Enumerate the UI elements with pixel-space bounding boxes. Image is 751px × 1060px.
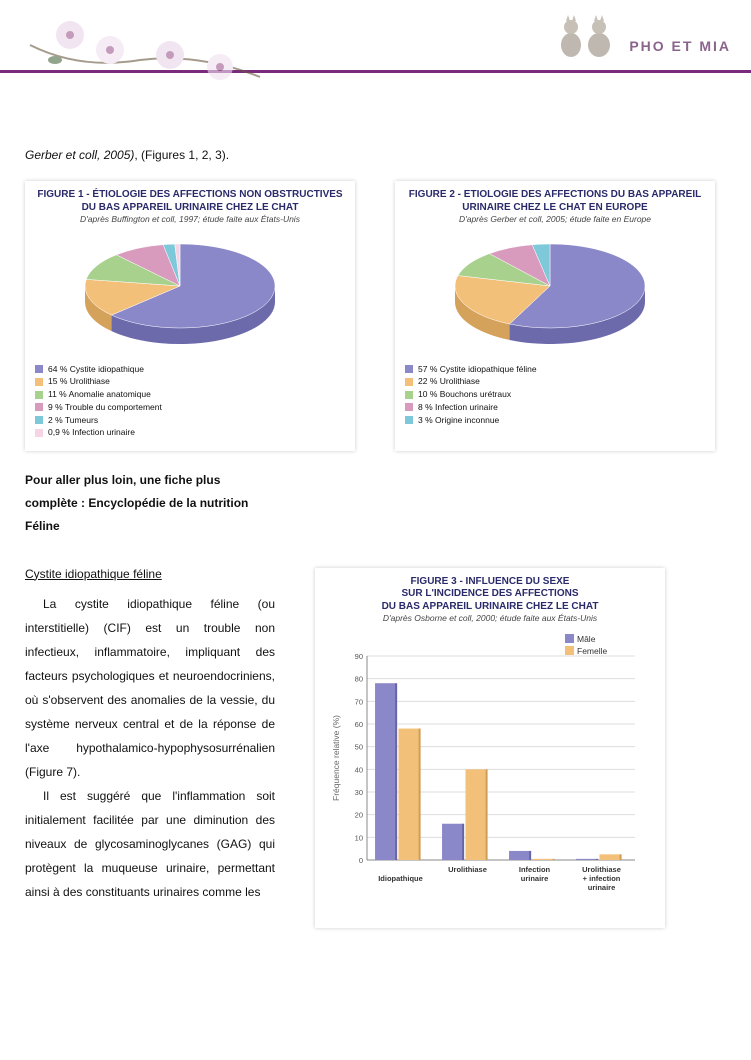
figure-2-title-line2: URINAIRE CHEZ LE CHAT EN EUROPE — [405, 202, 705, 215]
svg-text:Urolithiase: Urolithiase — [582, 865, 621, 874]
legend-swatch — [405, 365, 413, 373]
figure-3-title-line1: FIGURE 3 - INFLUENCE DU SEXE — [325, 576, 655, 589]
figure-1-pie — [35, 231, 325, 351]
intro-ref-italic: Gerber et coll, 2005) — [25, 148, 134, 162]
flower-decoration — [20, 5, 280, 105]
figure-2-card: FIGURE 2 - ETIOLOGIE DES AFFECTIONS DU B… — [395, 181, 715, 451]
svg-text:Idiopathique: Idiopathique — [378, 874, 423, 883]
figure-2-title-line1: FIGURE 2 - ETIOLOGIE DES AFFECTIONS DU B… — [405, 189, 705, 202]
figure-3-subtitle: D'après Osborne et coll, 2000; étude fai… — [325, 613, 655, 624]
svg-text:Fréquence relative (%): Fréquence relative (%) — [331, 714, 341, 800]
legend-swatch — [35, 378, 43, 386]
legend-label: 9 % Trouble du comportement — [48, 401, 162, 414]
right-figure-column: FIGURE 3 - INFLUENCE DU SEXE SUR L'INCID… — [315, 548, 726, 928]
legend-item: 0,9 % Infection urinaire — [35, 426, 345, 439]
svg-text:+ infection: + infection — [583, 874, 621, 883]
svg-text:0: 0 — [359, 856, 363, 865]
legend-label: 2 % Tumeurs — [48, 414, 98, 427]
svg-text:90: 90 — [355, 652, 363, 661]
svg-text:urinaire: urinaire — [588, 883, 616, 892]
svg-text:Infection: Infection — [519, 865, 551, 874]
legend-item: 15 % Urolithiase — [35, 375, 345, 388]
legend-swatch — [405, 378, 413, 386]
cif-paragraph-2: Il est suggéré que l'inflammation soit i… — [25, 784, 275, 904]
svg-text:10: 10 — [355, 833, 363, 842]
figure-3-bar-chart: 0 10 20 30 40 50 60 70 80 90 Fréquence relative (%… — [325, 630, 645, 910]
legend-label: 10 % Bouchons urétraux — [418, 388, 511, 401]
legend-swatch — [35, 416, 43, 424]
legend-swatch — [35, 403, 43, 411]
cat-decoration — [551, 5, 621, 60]
figure-1-title-line2: DU BAS APPAREIL URINAIRE CHEZ LE CHAT — [35, 202, 345, 215]
legend-item: 57 % Cystite idiopathique féline — [405, 363, 705, 376]
figure-3-title-line3: DU BAS APPAREIL URINAIRE CHEZ LE CHAT — [325, 601, 655, 614]
legend-swatch — [35, 429, 43, 437]
legend-swatch — [35, 391, 43, 399]
svg-text:80: 80 — [355, 674, 363, 683]
legend-item: 10 % Bouchons urétraux — [405, 388, 705, 401]
legend-swatch — [405, 391, 413, 399]
figure-3-title-line2: SUR L'INCIDENCE DES AFFECTIONS — [325, 588, 655, 601]
legend-swatch — [405, 403, 413, 411]
legend-label: 15 % Urolithiase — [48, 375, 110, 388]
svg-text:30: 30 — [355, 788, 363, 797]
legend-swatch — [405, 416, 413, 424]
figure-1-subtitle: D'après Buffington et coll, 1997; étude … — [35, 214, 345, 225]
page-header: PHO ET MIA — [0, 0, 751, 73]
left-text-column: Cystite idiopathique féline La cystite i… — [25, 548, 275, 904]
legend-label: 0,9 % Infection urinaire — [48, 426, 135, 439]
cif-heading: Cystite idiopathique féline — [25, 562, 275, 586]
svg-text:Femelle: Femelle — [577, 646, 608, 656]
legend-label: 11 % Anomalie anatomique — [48, 388, 151, 401]
legend-swatch — [35, 365, 43, 373]
legend-label: 8 % Infection urinaire — [418, 401, 498, 414]
intro-ref-plain: , (Figures 1, 2, 3). — [134, 148, 229, 162]
svg-text:Urolithiase: Urolithiase — [448, 865, 487, 874]
figure-1-card: FIGURE 1 - ÉTIOLOGIE DES AFFECTIONS NON … — [25, 181, 355, 451]
figure-1-legend: 64 % Cystite idiopathique15 % Urolithias… — [35, 363, 345, 440]
legend-label: 57 % Cystite idiopathique féline — [418, 363, 537, 376]
svg-text:50: 50 — [355, 742, 363, 751]
legend-item: 9 % Trouble du comportement — [35, 401, 345, 414]
legend-item: 3 % Origine inconnue — [405, 414, 705, 427]
two-column-section: Cystite idiopathique féline La cystite i… — [25, 548, 726, 928]
legend-label: 3 % Origine inconnue — [418, 414, 499, 427]
legend-item: 11 % Anomalie anatomique — [35, 388, 345, 401]
figures-row-1: FIGURE 1 - ÉTIOLOGIE DES AFFECTIONS NON … — [25, 181, 726, 451]
svg-text:70: 70 — [355, 697, 363, 706]
legend-item: 64 % Cystite idiopathique — [35, 363, 345, 376]
svg-text:20: 20 — [355, 810, 363, 819]
cif-paragraph-1: La cystite idiopathique féline (ou inter… — [25, 592, 275, 784]
svg-text:urinaire: urinaire — [521, 874, 549, 883]
legend-label: 22 % Urolithiase — [418, 375, 480, 388]
figure-2-legend: 57 % Cystite idiopathique féline22 % Uro… — [405, 363, 705, 427]
figure-3-card: FIGURE 3 - INFLUENCE DU SEXE SUR L'INCID… — [315, 568, 665, 928]
site-title: PHO ET MIA — [629, 38, 731, 54]
intro-line: Gerber et coll, 2005), (Figures 1, 2, 3)… — [25, 143, 726, 167]
svg-text:40: 40 — [355, 765, 363, 774]
figure-1-title-line1: FIGURE 1 - ÉTIOLOGIE DES AFFECTIONS NON … — [35, 189, 345, 202]
figure-2-subtitle: D'après Gerber et coll, 2005; étude fait… — [405, 214, 705, 225]
more-info-text: Pour aller plus loin, une fiche plus com… — [25, 469, 275, 537]
svg-text:60: 60 — [355, 720, 363, 729]
legend-item: 22 % Urolithiase — [405, 375, 705, 388]
figure-2-pie — [405, 231, 685, 351]
svg-text:Mâle: Mâle — [577, 634, 596, 644]
legend-item: 2 % Tumeurs — [35, 414, 345, 427]
legend-label: 64 % Cystite idiopathique — [48, 363, 144, 376]
page-content: Gerber et coll, 2005), (Figures 1, 2, 3)… — [0, 83, 751, 948]
legend-item: 8 % Infection urinaire — [405, 401, 705, 414]
